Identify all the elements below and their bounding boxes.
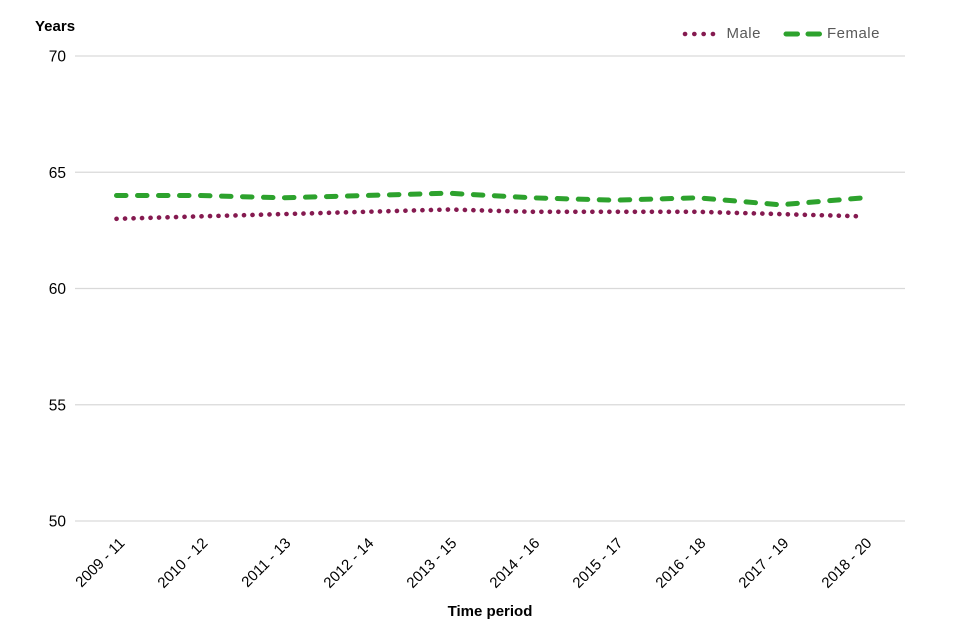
x-tick-label: 2016 - 18	[652, 535, 709, 592]
male-dotted-marker-icon	[683, 31, 725, 36]
x-tick-label: 2009 - 11	[72, 535, 128, 591]
male-series-line	[114, 207, 866, 222]
y-axis-title: Years	[35, 18, 76, 35]
x-tick-label: 2010 - 12	[154, 535, 211, 592]
y-tick-label-55: 55	[49, 397, 66, 414]
x-tick-label: 2018 - 20	[818, 535, 875, 592]
x-tick-label: 2017 - 19	[735, 535, 792, 592]
y-tick-label-60: 60	[49, 281, 67, 298]
legend-item-female[interactable]: Female	[783, 25, 880, 42]
x-tick-label: 2012 - 14	[320, 535, 377, 592]
x-tick-label: 2013 - 15	[403, 535, 460, 592]
x-tick-label: 2015 - 17	[569, 535, 626, 592]
y-tick-label-70: 70	[49, 49, 67, 66]
legend-item-male[interactable]: Male	[682, 25, 761, 42]
female-series-line	[114, 190, 866, 208]
x-tick-label: 2014 - 16	[486, 535, 543, 592]
y-tick-label-65: 65	[49, 165, 66, 182]
legend-label-male: Male	[726, 25, 761, 42]
x-axis-title: Time period	[447, 603, 533, 620]
female-dashed-marker-icon	[783, 31, 825, 36]
x-tick-label: 2011 - 13	[238, 535, 294, 591]
legend-label-female: Female	[826, 25, 880, 42]
y-tick-label-50: 50	[49, 514, 67, 531]
legend: Male Female	[682, 25, 880, 42]
